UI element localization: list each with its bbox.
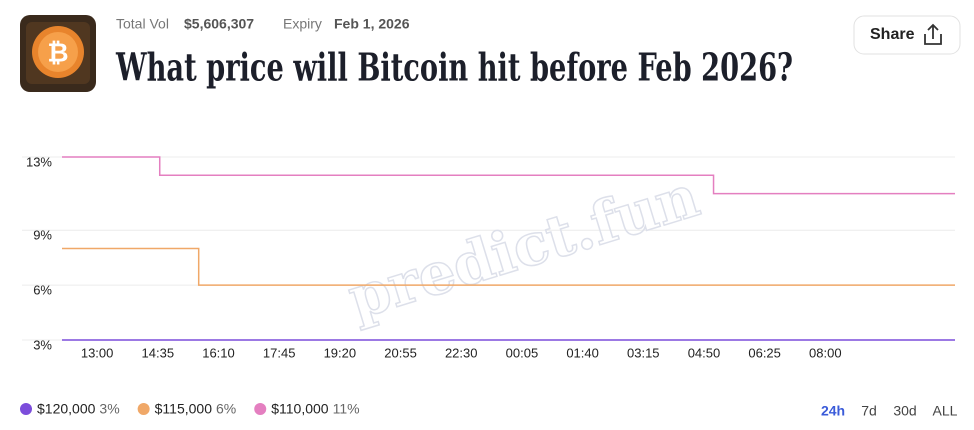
x-tick-label: 03:15 bbox=[627, 345, 660, 360]
x-tick-label: 19:20 bbox=[324, 345, 357, 360]
legend-value: 3% bbox=[99, 401, 119, 417]
svg-text:₿: ₿ bbox=[47, 39, 68, 69]
x-tick-label: 01:40 bbox=[566, 345, 599, 360]
share-label[interactable]: Share bbox=[870, 26, 915, 43]
legend-item: $120,000 3% bbox=[20, 401, 120, 417]
watermark: predict.fun bbox=[340, 162, 706, 333]
legend-value: 11% bbox=[333, 401, 360, 417]
expiry-label: Expiry bbox=[283, 16, 322, 32]
total-vol-label: Total Vol bbox=[116, 16, 169, 32]
series-line bbox=[62, 247, 955, 286]
legend-swatch bbox=[137, 403, 150, 415]
series-line bbox=[62, 156, 955, 195]
market-title: What price will Bitcoin hit before Feb 2… bbox=[115, 45, 793, 90]
x-tick-label: 14:35 bbox=[142, 345, 175, 360]
range-button[interactable]: 30d bbox=[893, 403, 916, 419]
x-tick-label: 06:25 bbox=[748, 345, 781, 360]
legend-name: $110,000 bbox=[271, 401, 329, 417]
expiry: Feb 1, 2026 bbox=[334, 16, 410, 32]
legend-value: 6% bbox=[216, 401, 236, 417]
x-tick-label: 22:30 bbox=[445, 345, 478, 360]
range-button[interactable]: 24h bbox=[821, 403, 845, 419]
market-icon: ₿ bbox=[20, 15, 96, 92]
x-tick-label: 20:55 bbox=[384, 345, 417, 360]
x-tick-label: 08:00 bbox=[809, 345, 842, 360]
x-tick-label: 13:00 bbox=[81, 345, 114, 360]
legend-item: $110,000 11% bbox=[254, 401, 360, 417]
range-button[interactable]: ALL bbox=[933, 403, 958, 419]
legend-name: $115,000 bbox=[155, 401, 213, 417]
x-tick-label: 17:45 bbox=[263, 345, 296, 360]
legend-item: $115,000 6% bbox=[137, 401, 236, 417]
x-tick-label: 00:05 bbox=[506, 345, 539, 360]
y-tick-label: 6% bbox=[33, 283, 52, 298]
legend-swatch bbox=[20, 403, 32, 415]
legend-swatch bbox=[254, 403, 267, 415]
total-vol: $5,606,307 bbox=[184, 16, 254, 32]
y-tick-label: 9% bbox=[33, 228, 52, 243]
legend-name: $120,000 bbox=[37, 401, 96, 417]
share-button[interactable]: Share bbox=[853, 15, 961, 55]
y-tick-label: 3% bbox=[33, 337, 52, 352]
x-tick-label: 04:50 bbox=[688, 345, 721, 360]
range-button[interactable]: 7d bbox=[861, 403, 877, 419]
x-tick-label: 16:10 bbox=[202, 345, 235, 360]
y-tick-label: 13% bbox=[26, 154, 52, 169]
